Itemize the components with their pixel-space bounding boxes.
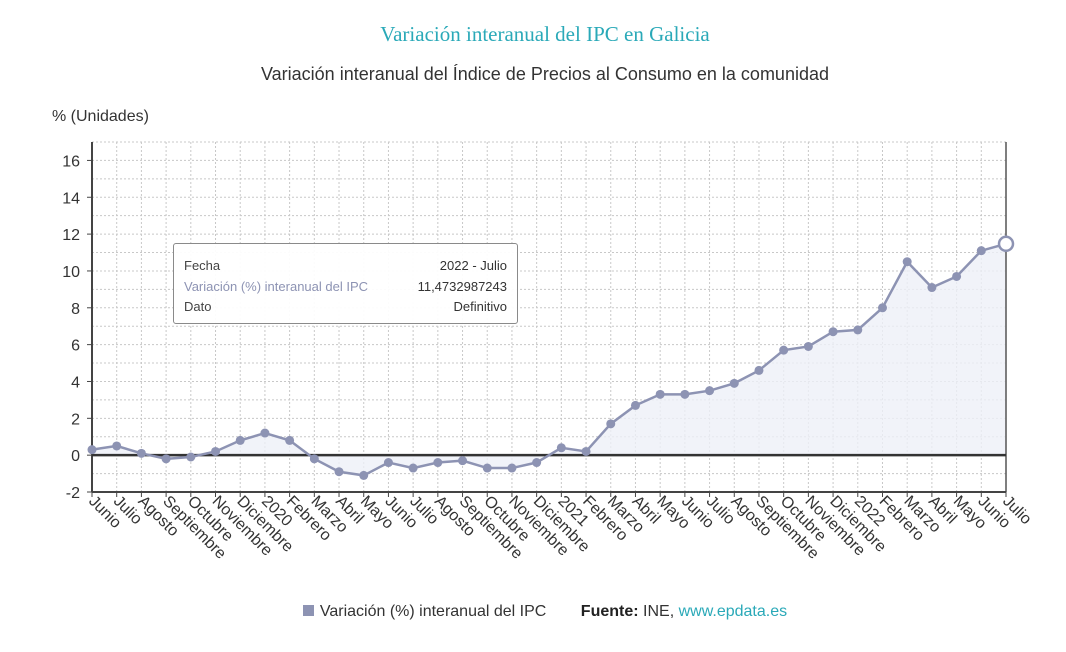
data-point[interactable] [235, 435, 245, 445]
y-tick-label: 4 [71, 374, 80, 391]
data-point[interactable] [482, 463, 492, 473]
source-label: Fuente: [580, 603, 639, 620]
tooltip-date-label: Fecha [184, 258, 221, 273]
data-point[interactable] [853, 325, 863, 335]
tooltip-status-label: Dato [184, 299, 212, 314]
data-point[interactable] [186, 452, 196, 462]
data-point[interactable] [458, 456, 468, 466]
legend-series-label[interactable]: Variación (%) interanual del IPC [319, 603, 547, 620]
y-tick-label: 10 [62, 264, 80, 281]
data-point[interactable] [87, 445, 97, 455]
data-point[interactable] [680, 389, 690, 399]
source-attribution: Fuente: INE, www.epdata.es [581, 603, 787, 620]
data-point[interactable] [655, 389, 665, 399]
tooltip-series-label: Variación (%) interanual del IPC [184, 278, 369, 294]
data-point[interactable] [902, 257, 912, 267]
y-tick-label: 16 [62, 153, 80, 170]
tooltip-row-status: Dato Definitivo [184, 297, 507, 318]
series-area-fill [92, 243, 1006, 476]
y-tick-labels: -2 0 2 4 6 8 10 12 14 16 [62, 153, 80, 502]
data-point[interactable] [779, 345, 789, 355]
tooltip-date-value: 2022 - Julio [439, 258, 507, 273]
legend-swatch [302, 605, 314, 616]
data-point[interactable] [507, 463, 517, 473]
y-tick-label: 2 [71, 411, 80, 428]
data-point[interactable] [803, 341, 813, 351]
data-point[interactable] [630, 400, 640, 410]
series-points[interactable] [87, 235, 1015, 480]
data-point[interactable] [952, 271, 962, 281]
data-point[interactable] [705, 386, 715, 396]
y-tick-label: 8 [71, 301, 80, 318]
data-point[interactable] [606, 419, 616, 429]
y-axis-label: % (Unidades) [52, 108, 149, 125]
legend: Variación (%) interanual del IPC Fuente:… [0, 603, 1066, 621]
data-point[interactable] [161, 454, 171, 464]
data-point[interactable] [260, 428, 270, 438]
chart-title: Variación interanual del IPC en Galicia [380, 22, 710, 46]
tooltip-status-value: Definitivo [453, 299, 507, 314]
source-link[interactable]: www.epdata.es [678, 603, 788, 620]
data-point[interactable] [976, 246, 986, 256]
tooltip-series-value: 11,4732987243 [417, 278, 507, 294]
y-tick-label: -2 [66, 485, 80, 502]
data-point[interactable] [532, 458, 542, 468]
data-point-highlighted[interactable] [997, 235, 1015, 253]
source-value: INE, [643, 603, 675, 620]
data-point[interactable] [408, 463, 418, 473]
tooltip-row-value: Variación (%) interanual del IPC 11,4732… [184, 277, 507, 298]
y-tick-label: 14 [62, 190, 80, 207]
y-tick-label: 6 [71, 338, 80, 355]
data-point[interactable] [877, 303, 887, 313]
data-point[interactable] [433, 458, 443, 468]
data-point[interactable] [581, 446, 591, 456]
data-point[interactable] [136, 448, 146, 458]
y-tick-label: 12 [62, 227, 80, 244]
data-point[interactable] [359, 470, 369, 480]
data-point[interactable] [309, 454, 319, 464]
data-tooltip: Fecha 2022 - Julio Variación (%) interan… [173, 243, 518, 324]
data-point[interactable] [211, 446, 221, 456]
chart-subtitle: Variación interanual del Índice de Preci… [260, 64, 829, 84]
y-tick-label: 0 [71, 448, 80, 465]
data-point[interactable] [729, 378, 739, 388]
data-point[interactable] [334, 467, 344, 477]
data-point[interactable] [556, 443, 566, 453]
data-point[interactable] [927, 283, 937, 293]
tooltip-row-date: Fecha 2022 - Julio [184, 256, 507, 277]
data-point[interactable] [383, 458, 393, 468]
data-point[interactable] [754, 365, 764, 375]
data-point[interactable] [112, 441, 122, 451]
x-tick-labels: JunioJulioAgostoSeptiembreOctubreNoviemb… [85, 493, 1034, 563]
data-point[interactable] [828, 327, 838, 337]
data-point[interactable] [285, 435, 295, 445]
